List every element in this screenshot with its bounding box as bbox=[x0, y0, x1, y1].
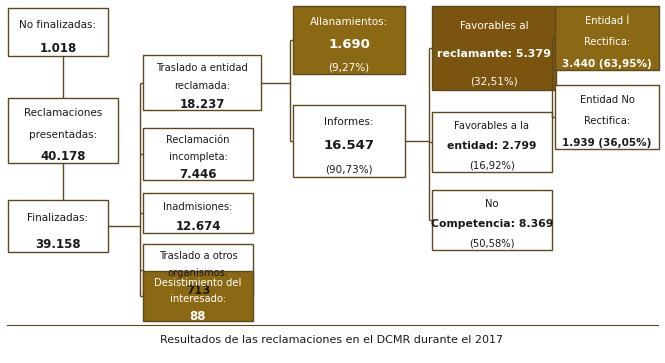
Text: entidad: 2.799: entidad: 2.799 bbox=[448, 141, 537, 151]
Text: 1.939 (36,05%): 1.939 (36,05%) bbox=[563, 138, 652, 148]
Text: Informes:: Informes: bbox=[325, 117, 374, 127]
Text: Desistimiento del: Desistimiento del bbox=[154, 278, 241, 287]
Text: 40.178: 40.178 bbox=[41, 150, 86, 163]
Text: reclamada:: reclamada: bbox=[174, 81, 230, 91]
Text: (90,73%): (90,73%) bbox=[325, 165, 373, 175]
Text: 18.237: 18.237 bbox=[180, 98, 225, 111]
Text: 39.158: 39.158 bbox=[35, 238, 81, 251]
Text: Allanamientos:: Allanamientos: bbox=[310, 17, 388, 27]
FancyBboxPatch shape bbox=[143, 193, 253, 233]
FancyBboxPatch shape bbox=[143, 244, 253, 296]
Text: Resultados de las reclamaciones en el DCMR durante el 2017: Resultados de las reclamaciones en el DC… bbox=[160, 335, 503, 345]
FancyBboxPatch shape bbox=[555, 85, 659, 149]
Text: Finalizadas:: Finalizadas: bbox=[27, 213, 88, 223]
Text: (16,92%): (16,92%) bbox=[469, 161, 515, 171]
FancyBboxPatch shape bbox=[555, 6, 659, 70]
Text: No: No bbox=[485, 199, 499, 209]
Text: Favorables al: Favorables al bbox=[460, 21, 528, 30]
FancyBboxPatch shape bbox=[143, 128, 253, 180]
Text: 1.018: 1.018 bbox=[39, 42, 76, 55]
Text: Entidad No: Entidad No bbox=[580, 95, 634, 105]
FancyBboxPatch shape bbox=[293, 105, 405, 177]
Text: Traslado a entidad: Traslado a entidad bbox=[156, 63, 248, 73]
Text: Rectifica:: Rectifica: bbox=[584, 116, 630, 126]
Text: (9,27%): (9,27%) bbox=[329, 62, 370, 72]
FancyBboxPatch shape bbox=[143, 271, 253, 321]
FancyBboxPatch shape bbox=[143, 55, 261, 110]
Text: Rectifica:: Rectifica: bbox=[584, 37, 630, 47]
FancyBboxPatch shape bbox=[8, 200, 108, 252]
FancyBboxPatch shape bbox=[8, 98, 118, 163]
Text: Favorables a la: Favorables a la bbox=[454, 121, 529, 131]
Text: interesado:: interesado: bbox=[170, 294, 226, 304]
Text: organismos:: organismos: bbox=[168, 269, 229, 278]
Text: incompleta:: incompleta: bbox=[168, 152, 227, 163]
Text: Entidad Í: Entidad Í bbox=[585, 16, 629, 26]
FancyBboxPatch shape bbox=[8, 8, 108, 56]
Text: 12.674: 12.674 bbox=[176, 220, 221, 233]
FancyBboxPatch shape bbox=[432, 6, 556, 90]
Text: 1.690: 1.690 bbox=[328, 38, 370, 51]
Text: presentadas:: presentadas: bbox=[29, 130, 97, 140]
Text: 88: 88 bbox=[190, 310, 206, 322]
Text: 713: 713 bbox=[186, 284, 210, 297]
Text: reclamante: 5.379: reclamante: 5.379 bbox=[437, 49, 551, 58]
Text: Reclamaciones: Reclamaciones bbox=[24, 108, 102, 118]
Text: Traslado a otros: Traslado a otros bbox=[159, 251, 237, 261]
Text: (50,58%): (50,58%) bbox=[469, 239, 515, 249]
Text: (32,51%): (32,51%) bbox=[470, 77, 518, 87]
Text: 3.440 (63,95%): 3.440 (63,95%) bbox=[562, 58, 652, 69]
FancyBboxPatch shape bbox=[293, 6, 405, 74]
Text: Reclamación: Reclamación bbox=[166, 135, 229, 145]
Text: 16.547: 16.547 bbox=[323, 139, 374, 152]
Text: Competencia: 8.369: Competencia: 8.369 bbox=[431, 219, 553, 229]
Text: Inadmisiones:: Inadmisiones: bbox=[164, 202, 233, 212]
FancyBboxPatch shape bbox=[432, 112, 552, 172]
FancyBboxPatch shape bbox=[432, 190, 552, 250]
Text: No finalizadas:: No finalizadas: bbox=[19, 20, 96, 30]
Text: 7.446: 7.446 bbox=[180, 168, 217, 181]
